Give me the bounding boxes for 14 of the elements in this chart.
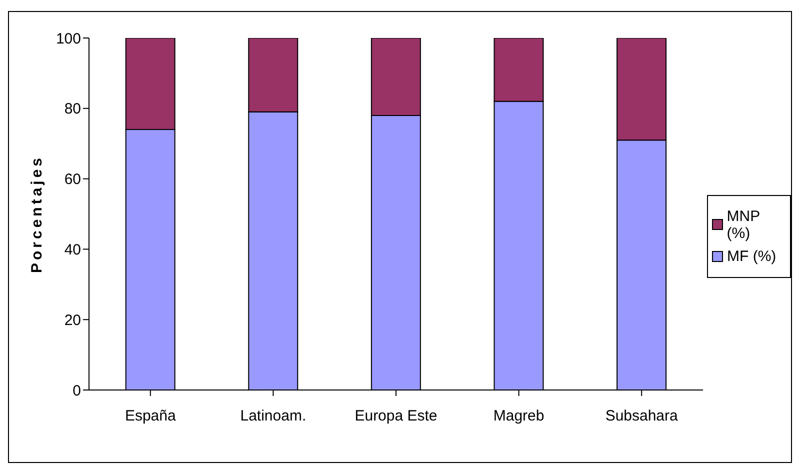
legend-label: MF (%) [727, 248, 776, 264]
y-tick-label: 0 [72, 382, 81, 400]
x-tick-label: Subsahara [605, 408, 679, 425]
x-tick-label: Europa Este [354, 408, 438, 425]
legend-label: MNP (%) [726, 208, 761, 242]
y-tick-label: 40 [64, 242, 81, 259]
y-tick-label: 100 [56, 30, 81, 48]
y-tick-label: 20 [64, 312, 81, 329]
x-tick-label: España [124, 408, 176, 425]
y-tick-label: 80 [64, 100, 81, 118]
x-tick-label: Latinoam. [240, 408, 306, 425]
y-tick-label: 60 [64, 171, 81, 188]
y-axis-title: Porcentajes [28, 154, 46, 274]
x-tick-label: Magreb [493, 408, 544, 425]
